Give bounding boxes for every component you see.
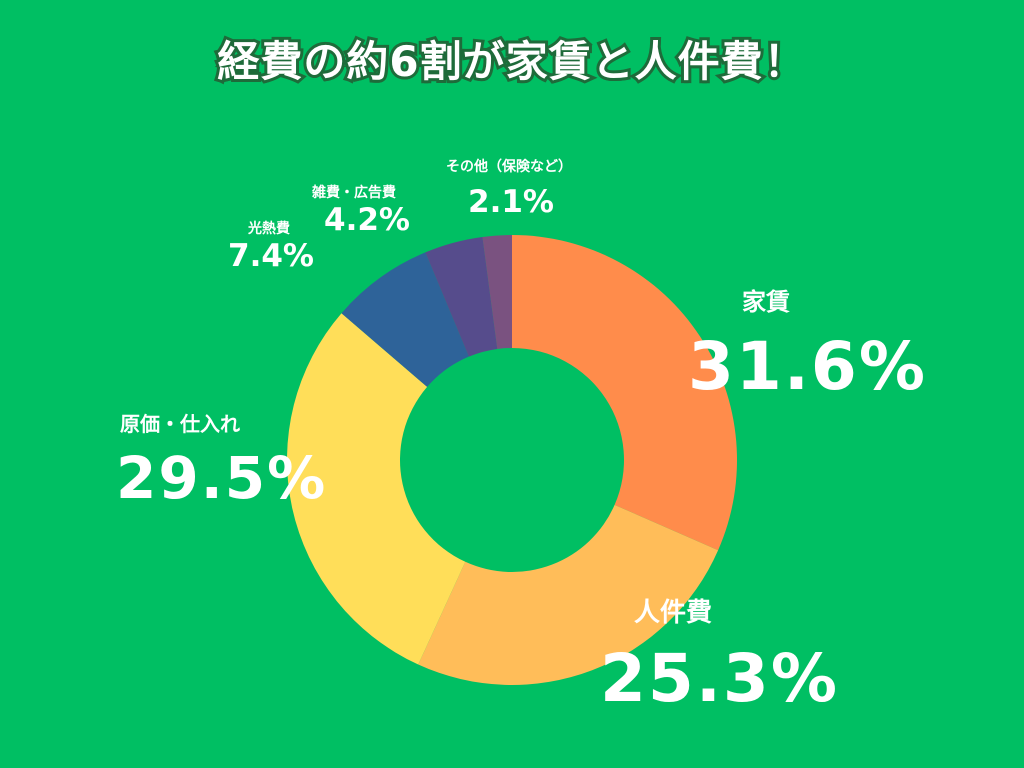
slice-value-personnel: 25.3% — [600, 640, 839, 717]
donut-slice-4 — [425, 236, 498, 357]
slice-value-rent: 31.6% — [688, 328, 927, 405]
donut-slice-2 — [287, 313, 466, 665]
slice-value-other: 2.1% — [468, 184, 554, 220]
slice-name-misc-ads: 雑費・広告費 — [312, 185, 396, 201]
slice-name-other: その他（保険など） — [446, 159, 572, 175]
slice-value-utilities: 7.4% — [228, 238, 314, 274]
donut-slice-1 — [418, 504, 719, 685]
slice-name-cost: 原価・仕入れ — [120, 412, 240, 436]
donut-slice-0 — [512, 235, 737, 551]
slice-label-rent: 家賃 — [742, 282, 790, 317]
slice-value-misc-ads: 4.2% — [324, 202, 410, 238]
slice-value-cost: 29.5% — [116, 444, 328, 512]
slice-name-rent: 家賃 — [742, 288, 790, 316]
chart-title: 経費の約6割が家賃と人件費！ — [214, 34, 808, 89]
slice-name-utilities: 光熱費 — [248, 221, 290, 237]
donut-slice-3 — [341, 252, 469, 387]
slice-name-personnel: 人件費 — [634, 598, 713, 628]
donut-slice-5 — [482, 235, 512, 349]
